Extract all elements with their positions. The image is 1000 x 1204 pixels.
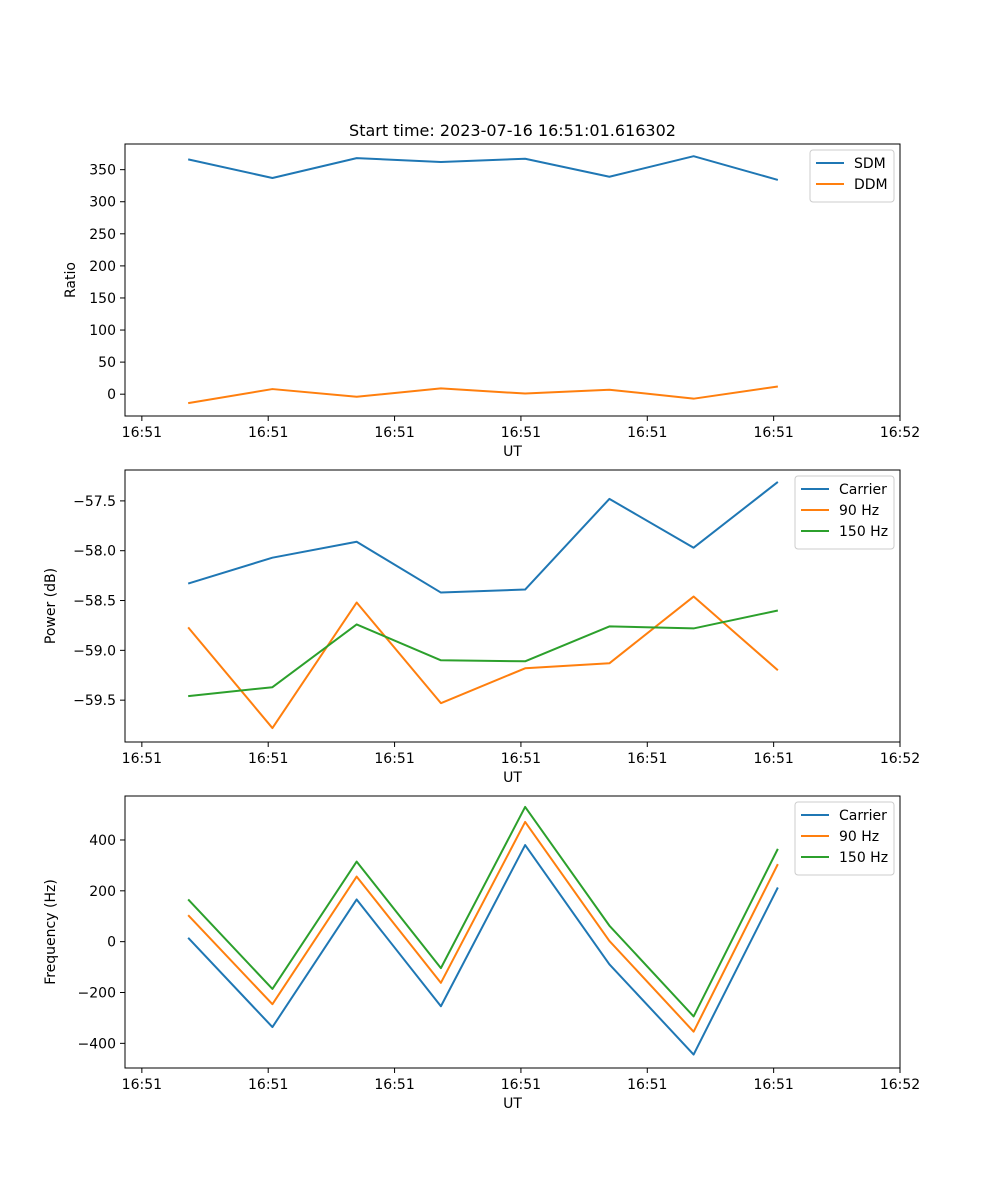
chart-3-y-tick-label: 200 — [89, 884, 116, 900]
chart-2-y-tick-label: −58.5 — [73, 594, 116, 610]
chart-1-y-tick-label: 100 — [89, 323, 116, 339]
chart-3-legend-label-carrier: Carrier — [839, 808, 887, 824]
chart-1-series-line-ddm — [188, 385, 778, 405]
chart-2-legend-label-carrier: Carrier — [839, 482, 887, 498]
chart-1-x-tick-label: 16:51 — [501, 425, 541, 441]
chart-2-panel: 16:51 16:51 16:51 16:51 16:51 16:51 16:52 −59.5… — [43, 469, 920, 786]
chart-3-series-line-carrier — [187, 844, 779, 1056]
chart-1-series-line-sdm — [187, 155, 779, 181]
chart-1-y-tick-label: 300 — [89, 195, 116, 211]
chart-2-legend-label-90-hz: 90 Hz — [839, 503, 879, 519]
chart-3-x-tick-label: 16:51 — [627, 1077, 667, 1093]
chart-1-title: Start time: 2023-07-16 16:51:01.616302 — [349, 121, 676, 140]
chart-1-x-tick-label: 16:51 — [627, 425, 667, 441]
chart-2-y-tick-label: −57.5 — [73, 494, 116, 510]
chart-2-x-tick-label: 16:51 — [374, 751, 414, 767]
chart-2-y-tick-label: −59.0 — [73, 643, 116, 659]
chart-2-x-tick-label: 16:51 — [753, 751, 793, 767]
chart-1-y-tick-label: 0 — [107, 387, 116, 403]
chart-2-x-tick-label: 16:51 — [501, 751, 541, 767]
chart-2-legend: Carrier 90 Hz 150 Hz — [794, 475, 895, 550]
chart-1-legend-label-sdm: SDM — [854, 156, 886, 172]
chart-1-y-axis-label: Ratio — [63, 262, 79, 298]
chart-2-x-tick-label: 16:52 — [880, 751, 920, 767]
chart-3-y-axis-label: Frequency (Hz) — [43, 879, 59, 985]
chart-3-x-tick-label: 16:51 — [122, 1077, 162, 1093]
chart-2-series-line-90-hz — [187, 595, 779, 730]
chart-3-y-tick-label: −400 — [78, 1036, 116, 1052]
chart-2-y-tick-label: −58.0 — [73, 544, 116, 560]
chart-1-x-tick-label: 16:51 — [248, 425, 288, 441]
chart-1-y-tick-label: 250 — [89, 227, 116, 243]
chart-3-x-tick-label: 16:51 — [248, 1077, 288, 1093]
chart-2-x-tick-label: 16:51 — [248, 751, 288, 767]
chart-3-x-axis-label: UT — [503, 1096, 522, 1112]
chart-1-legend: SDM DDM — [809, 149, 895, 203]
chart-1-x-tick-label: 16:51 — [753, 425, 793, 441]
chart-1-legend-label-ddm: DDM — [854, 177, 888, 193]
chart-2-y-axis-label: Power (dB) — [43, 568, 59, 644]
chart-2-series-line-carrier — [187, 481, 779, 594]
chart-3-legend-label-150-hz: 150 Hz — [839, 850, 888, 866]
chart-3-x-tick-label: 16:51 — [753, 1077, 793, 1093]
chart-3-legend: Carrier 90 Hz 150 Hz — [794, 801, 895, 876]
chart-3-axes-frame — [124, 795, 901, 1069]
chart-3-legend-label-90-hz: 90 Hz — [839, 829, 879, 845]
chart-1-panel: 16:51 16:51 16:51 16:51 16:51 16:51 16:52 0 50 10… — [63, 121, 920, 460]
chart-2-x-tick-label: 16:51 — [627, 751, 667, 767]
chart-3-series-line-90-hz — [187, 820, 779, 1033]
chart-2-y-tick-label: −59.5 — [73, 693, 116, 709]
chart-3-x-tick-label: 16:51 — [374, 1077, 414, 1093]
chart-1-axes-frame — [124, 143, 901, 417]
chart-2-legend-label-150-hz: 150 Hz — [839, 524, 888, 540]
chart-3-x-tick-label: 16:51 — [501, 1077, 541, 1093]
chart-1-y-tick-label: 150 — [89, 291, 116, 307]
chart-2-x-tick-label: 16:51 — [122, 751, 162, 767]
chart-3-y-tick-label: 400 — [89, 833, 116, 849]
chart-3-x-tick-label: 16:52 — [880, 1077, 920, 1093]
chart-1-x-tick-label: 16:51 — [374, 425, 414, 441]
chart-1-x-tick-label: 16:52 — [880, 425, 920, 441]
chart-3-series-line-150-hz — [187, 805, 779, 1018]
chart-1-x-tick-label: 16:51 — [122, 425, 162, 441]
chart-2-axes-frame — [124, 469, 901, 743]
chart-2-x-axis-label: UT — [503, 770, 522, 786]
chart-1-y-tick-label: 50 — [98, 355, 116, 371]
chart-1-y-tick-label: 350 — [89, 163, 116, 179]
chart-2-series-line-150-hz — [188, 609, 779, 698]
chart-1-x-axis-label: UT — [503, 444, 522, 460]
chart-3-y-tick-label: 0 — [107, 935, 116, 951]
chart-3-panel: 16:51 16:51 16:51 16:51 16:51 16:51 16:52 −400 −… — [43, 795, 920, 1112]
chart-3-y-tick-label: −200 — [78, 986, 116, 1002]
chart-1-y-tick-label: 200 — [89, 259, 116, 275]
